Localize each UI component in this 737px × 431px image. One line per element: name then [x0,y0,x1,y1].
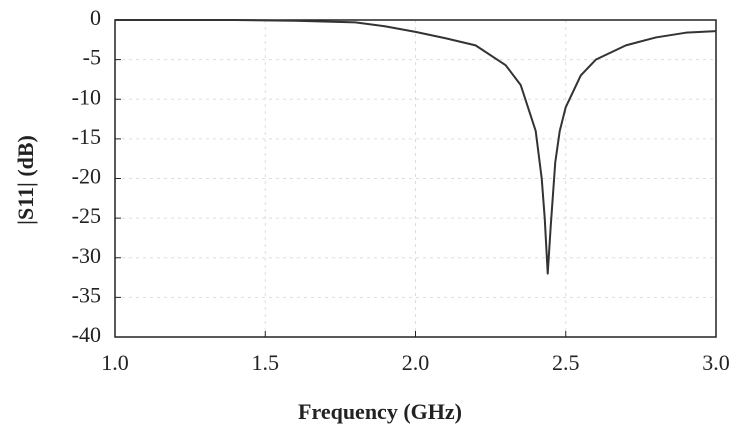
y-tick-label: -35 [72,282,101,307]
y-tick-label: -15 [72,124,101,149]
x-tick-label: 2.0 [402,350,430,375]
y-tick-label: -25 [72,203,101,228]
plot-frame [114,19,717,338]
x-tick-label: 1.0 [101,350,129,375]
x-tick-label: 3.0 [702,350,730,375]
data-line [115,19,717,275]
x-axis-label: Frequency (GHz) [298,399,462,424]
y-tick-label: -30 [72,243,101,268]
y-tick-label: -40 [72,322,101,347]
y-tick-label: -10 [72,84,101,109]
y-tick-label: 0 [90,5,101,30]
x-tick-label: 1.5 [252,350,280,375]
y-tick-label: -5 [83,45,101,70]
y-tick-label: -20 [72,164,101,189]
x-tick-label: 2.5 [552,350,580,375]
y-axis-label: |S11| (dB) [13,135,38,225]
